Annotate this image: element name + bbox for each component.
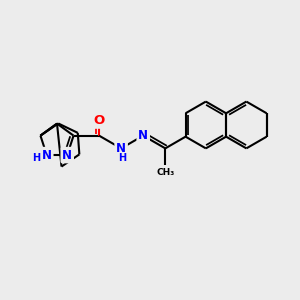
Text: N: N [138, 129, 148, 142]
Text: H: H [118, 153, 127, 163]
Text: N: N [116, 142, 126, 155]
Text: CH₃: CH₃ [156, 168, 174, 177]
Text: H: H [32, 153, 40, 163]
Text: N: N [42, 148, 52, 162]
Text: N: N [62, 148, 72, 162]
Text: O: O [93, 114, 105, 127]
